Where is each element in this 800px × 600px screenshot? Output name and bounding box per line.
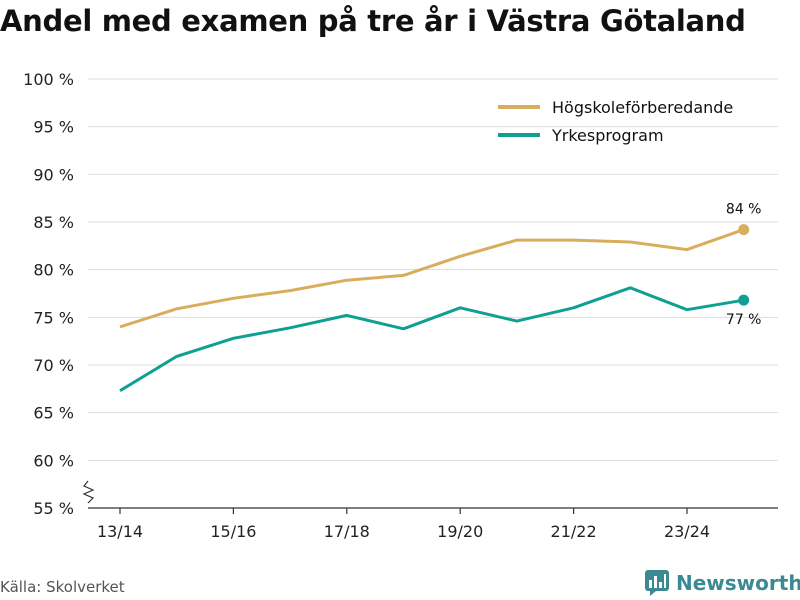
series-end-point [738, 294, 750, 306]
y-tick-label: 100 % [23, 70, 74, 89]
brand-logo[interactable]: Newsworthy [644, 569, 800, 597]
y-tick-label: 90 % [33, 165, 74, 184]
newsworthy-logo-icon [645, 570, 669, 596]
series-line [119, 286, 744, 392]
y-tick-label: 95 % [33, 118, 74, 137]
series-line [119, 228, 745, 329]
gridlines [88, 78, 778, 509]
x-tick-label: 17/18 [324, 522, 370, 541]
y-tick-label: 75 % [33, 308, 74, 327]
series-end-label: 77 % [726, 312, 762, 328]
x-tick-label: 21/22 [551, 522, 597, 541]
x-axis-ticks: 13/14 15/16 17/18 19/20 21/22 23/24 [97, 508, 710, 541]
series-end-label: 84 % [726, 202, 762, 218]
legend-label: Högskoleförberedande [552, 98, 733, 117]
legend-label: Yrkesprogram [551, 126, 664, 145]
x-tick-label: 15/16 [210, 522, 256, 541]
x-tick-label: 23/24 [664, 522, 710, 541]
axis-break-zigzag [82, 480, 95, 504]
series-end-point [738, 224, 750, 236]
axis-break-icon [82, 480, 95, 504]
x-tick-label: 19/20 [437, 522, 483, 541]
series-lines: 84 % 77 % [119, 202, 762, 392]
y-tick-label: 60 % [33, 451, 74, 470]
x-tick-label: 13/14 [97, 522, 143, 541]
y-tick-label: 70 % [33, 356, 74, 375]
brand-name: Newsworthy [676, 571, 800, 595]
y-axis-ticks: 55 % 60 % 65 % 70 % 75 % 80 % 85 % 90 % 95 % 100 … [23, 70, 74, 518]
y-tick-label: 65 % [33, 404, 74, 423]
legend: Högskoleförberedande Yrkesprogram [498, 98, 733, 145]
chart-title: Andel med examen på tre år i Västra Göta… [0, 4, 746, 38]
line-chart: 55 % 60 % 65 % 70 % 75 % 80 % 85 % 90 % 95 % 100 … [23, 70, 778, 541]
y-tick-label: 80 % [33, 261, 74, 280]
source-note: Källa: Skolverket [0, 578, 125, 596]
y-tick-label: 55 % [33, 499, 74, 518]
y-tick-label: 85 % [33, 213, 74, 232]
